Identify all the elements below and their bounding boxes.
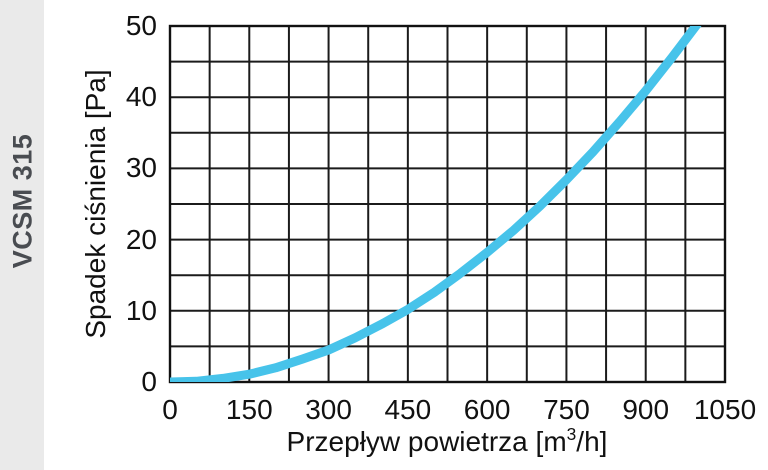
x-tick-label: 750 [543, 394, 590, 425]
pressure-drop-curve [170, 26, 702, 382]
x-tick-label: 600 [463, 394, 511, 425]
x-tick-label: 900 [622, 394, 670, 425]
product-sidebar: VCSM 315 [0, 0, 44, 470]
x-tick-label: 450 [384, 394, 432, 425]
grid-lines [169, 25, 726, 383]
x-axis-title: Przepływ powietrza [m3/h] [286, 425, 608, 457]
y-tick-label: 20 [125, 223, 157, 255]
y-tick-label: 10 [125, 294, 157, 326]
y-tick-label: 50 [125, 10, 157, 41]
y-tick-label: 40 [125, 81, 157, 113]
plot-border [168, 24, 727, 384]
x-tick-label: 0 [162, 394, 178, 425]
x-tick-label: 1050 [693, 394, 757, 425]
y-axis-title: Spadek ciśnienia [Pa] [80, 69, 111, 339]
x-axis-title-pre: Przepływ powietrza [m [286, 426, 567, 457]
x-axis-title-post: /h] [576, 426, 608, 457]
x-tick-label: 150 [225, 394, 273, 425]
x-tick-label: 300 [305, 394, 352, 425]
y-tick-label: 0 [141, 366, 157, 397]
x-axis-title-sup: 3 [566, 423, 577, 444]
y-tick-label: 30 [125, 152, 157, 184]
